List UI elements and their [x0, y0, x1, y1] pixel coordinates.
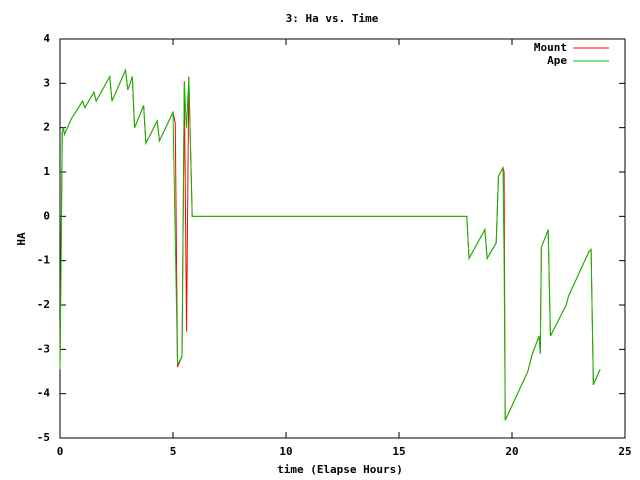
series-line [59, 68, 601, 421]
y-tick-label: 1 [43, 165, 50, 178]
x-tick-label: 5 [170, 445, 177, 458]
x-tick-label: 0 [57, 445, 64, 458]
y-tick-label: 3 [43, 76, 50, 89]
x-tick-label: 25 [618, 445, 631, 458]
legend-label: Mount [534, 41, 567, 54]
y-tick-label: -5 [37, 431, 50, 444]
y-tick-label: -1 [37, 254, 51, 267]
y-tick-label: 0 [43, 209, 50, 222]
y-tick-label: 4 [43, 32, 50, 45]
series-line [59, 68, 601, 421]
legend-label: Ape [547, 54, 567, 67]
x-axis-label: time (Elapse Hours) [277, 463, 403, 476]
y-tick-label: -3 [37, 342, 50, 355]
chart-title: 3: Ha vs. Time [286, 12, 379, 25]
x-tick-label: 15 [392, 445, 405, 458]
x-tick-label: 20 [505, 445, 518, 458]
y-axis-label: HA [15, 232, 28, 246]
y-tick-label: -4 [37, 387, 51, 400]
y-tick-label: -2 [37, 298, 50, 311]
x-tick-label: 10 [279, 445, 292, 458]
plot-frame [59, 38, 626, 439]
y-tick-label: 2 [43, 121, 50, 134]
